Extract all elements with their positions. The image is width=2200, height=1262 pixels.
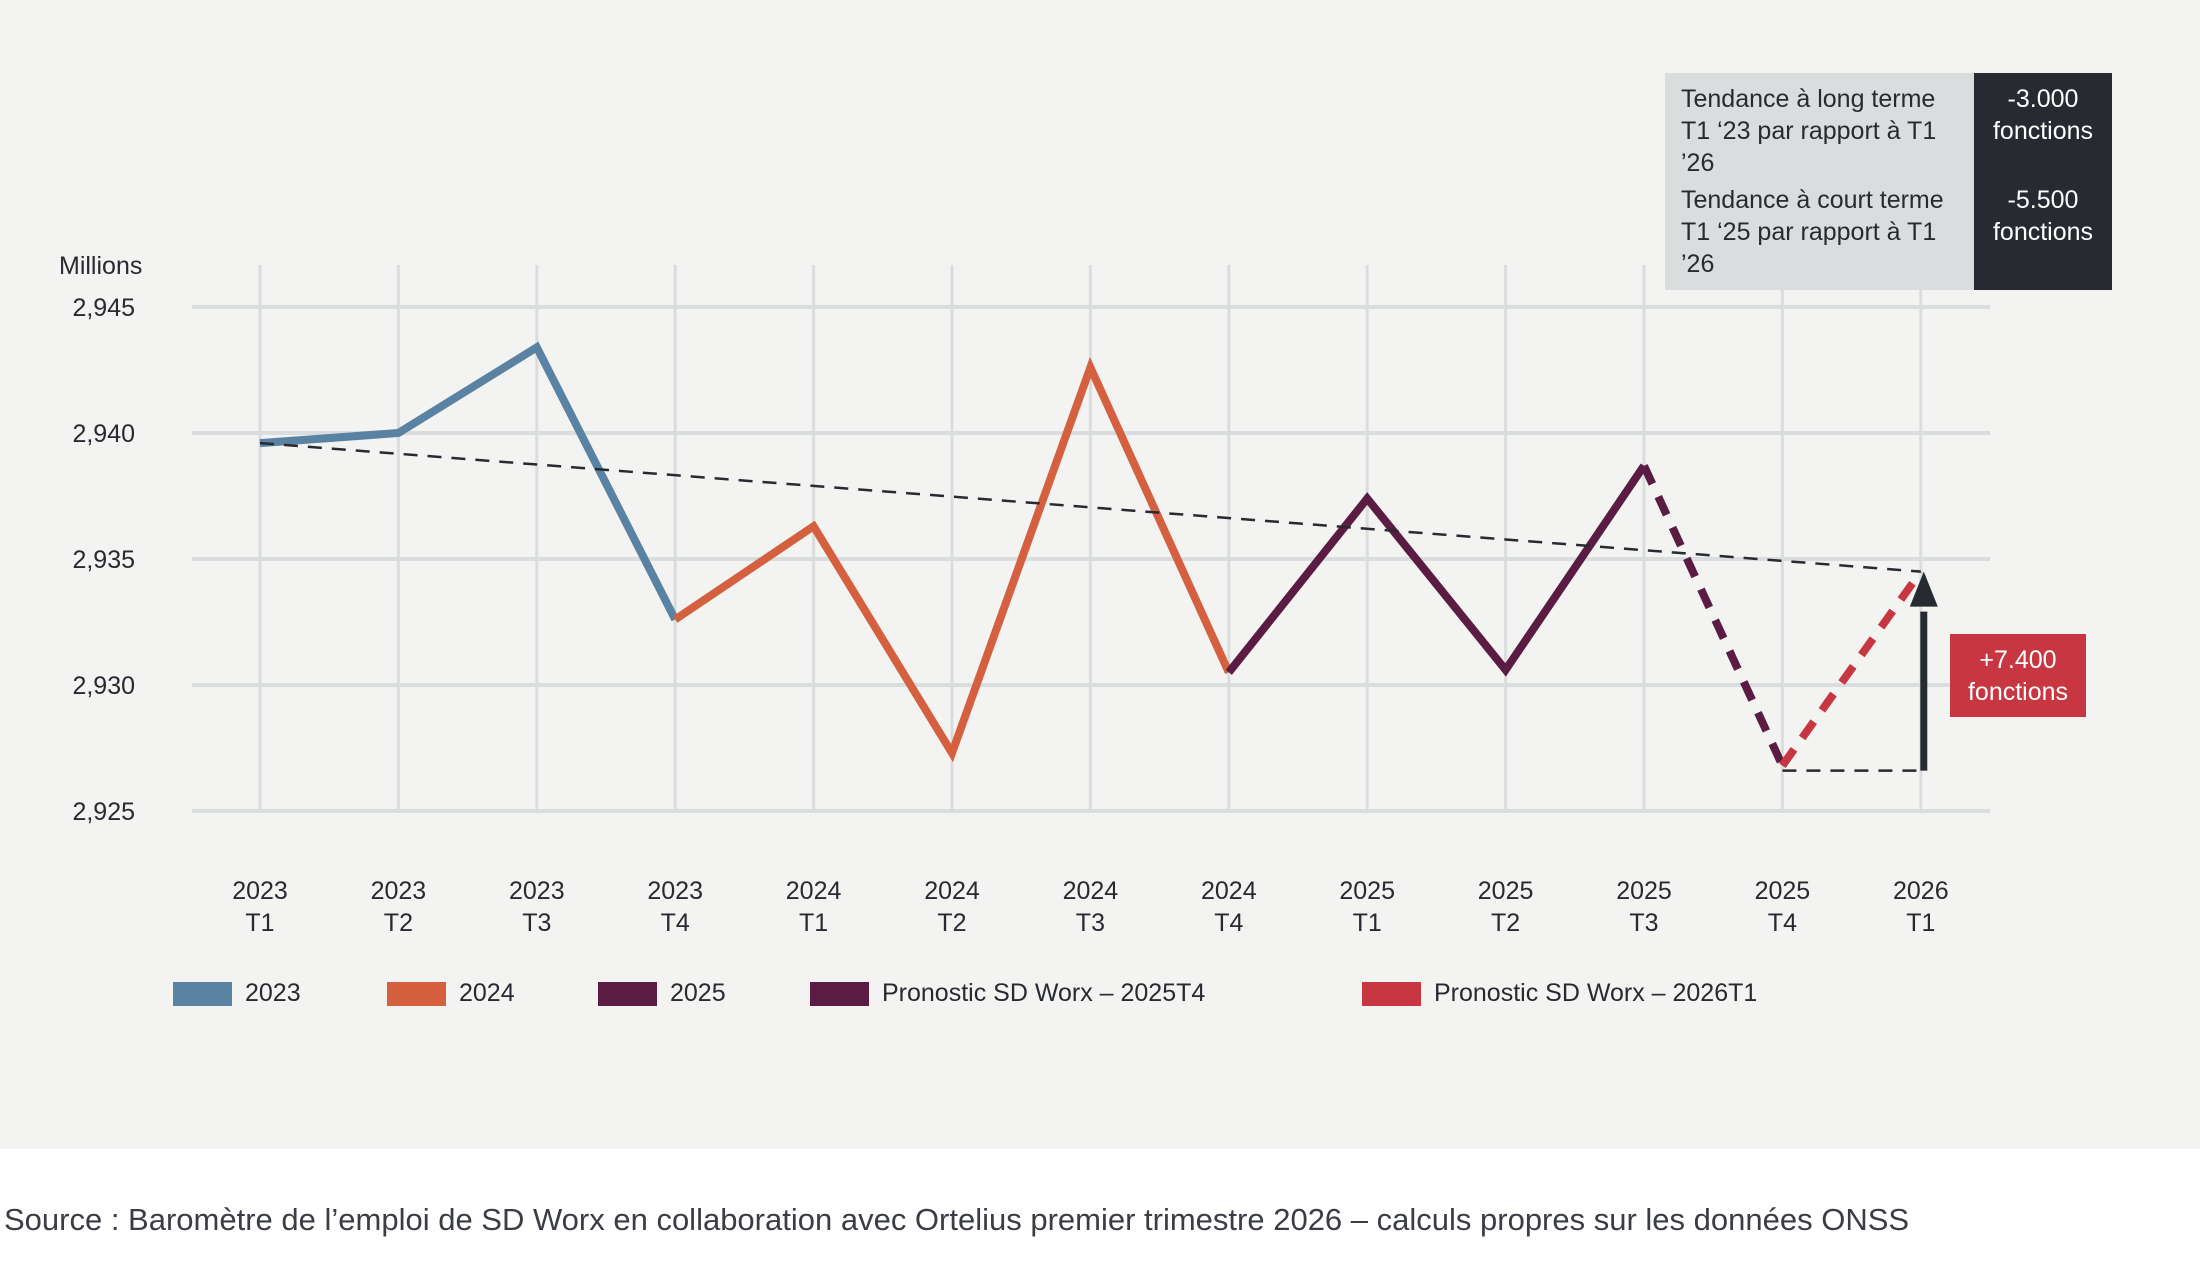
x-tick-label-year: 2024	[786, 877, 842, 905]
legend-label: Pronostic SD Worx – 2025T4	[882, 979, 1206, 1007]
change-annotation-label: +7.400 fonctions	[1950, 634, 2086, 717]
short-term-trend-label: Tendance à court terme T1 ‘25 par rapport…	[1665, 174, 1974, 290]
legend-item: Pronostic SD Worx – 2025T4	[810, 979, 1205, 1008]
series-line-pronostic-sd-worx-2026t1	[1779, 569, 1925, 768]
series-line-2023	[259, 341, 679, 622]
x-tick-label-year: 2023	[232, 877, 288, 905]
trend-label-line2: T1 ‘23 par rapport à T1 ’26	[1681, 117, 1937, 177]
x-tick-label-quarter: T4	[661, 909, 690, 937]
trend-label-line1: Tendance à court terme	[1681, 186, 1944, 214]
legend-label: 2025	[670, 979, 726, 1007]
x-tick-label-year: 2025	[1755, 877, 1811, 905]
line-chart: 2,945 2,940 2,935 2,930 2,925 Millions 2023 T1 2…	[59, 252, 1990, 937]
x-tick-label-quarter: T4	[1214, 909, 1243, 937]
source-note: Source : Baromètre de l’emploi de SD Wor…	[4, 1202, 1910, 1237]
legend-swatch	[598, 981, 657, 1006]
y-tick-label: 2,940	[72, 420, 135, 448]
x-tick-label-quarter: T1	[1906, 909, 1935, 937]
change-value: +7.400	[1979, 646, 2057, 674]
x-tick-label-quarter: T1	[799, 909, 828, 937]
legend-swatch	[810, 981, 869, 1006]
trend-line	[259, 441, 1921, 573]
x-tick-label-year: 2024	[1201, 877, 1257, 905]
x-tick-label-year: 2025	[1339, 877, 1395, 905]
x-tick-label-quarter: T2	[384, 909, 413, 937]
trend-unit: fonctions	[1992, 218, 2094, 246]
short-term-trend-box: Tendance à court terme T1 ‘25 par rapport…	[1665, 174, 2112, 290]
x-tick-label-quarter: T3	[522, 909, 551, 937]
legend-swatch	[1362, 981, 1421, 1006]
trend-value: -5.500	[2007, 186, 2079, 214]
trend-label-line2: T1 ‘25 par rapport à T1 ’26	[1681, 218, 1937, 278]
y-axis-label: Millions	[59, 252, 142, 280]
legend-swatch	[387, 981, 446, 1006]
y-tick-label: 2,925	[72, 798, 135, 826]
x-tick-label-quarter: T1	[1353, 909, 1382, 937]
y-tick-label: 2,945	[72, 294, 135, 322]
change-unit: fonctions	[1967, 678, 2069, 706]
x-tick-label-quarter: T4	[1768, 909, 1797, 937]
legend-item: 2023	[173, 979, 301, 1008]
trend-unit: fonctions	[1992, 117, 2094, 145]
legend-item: 2024	[387, 979, 515, 1008]
x-tick-label-quarter: T1	[245, 909, 274, 937]
x-tick-label-quarter: T2	[937, 909, 966, 937]
x-tick-label-quarter: T2	[1491, 909, 1520, 937]
x-tick-label-year: 2025	[1478, 877, 1534, 905]
series-line-pronostic-sd-worx-2025t4	[1640, 464, 1787, 768]
legend-label: Pronostic SD Worx – 2026T1	[1434, 979, 1758, 1007]
change-arrow-head-icon	[1909, 571, 1938, 607]
x-tick-label-year: 2026	[1893, 877, 1949, 905]
x-tick-label-quarter: T3	[1076, 909, 1105, 937]
trend-value: -3.000	[2007, 85, 2079, 113]
series-line-2024	[672, 356, 1233, 763]
y-tick-label: 2,930	[72, 672, 135, 700]
long-term-trend-box: Tendance à long terme T1 ‘23 par rapport …	[1665, 73, 2112, 189]
legend-item: 2025	[598, 979, 726, 1008]
x-tick-label-year: 2023	[647, 877, 703, 905]
legend-swatch	[173, 981, 232, 1006]
y-tick-label: 2,935	[72, 546, 135, 574]
x-tick-label-quarter: T3	[1629, 909, 1658, 937]
legend-label: 2024	[459, 979, 515, 1007]
x-tick-label-year: 2023	[371, 877, 427, 905]
x-tick-label-year: 2024	[1063, 877, 1119, 905]
series-line-2025	[1225, 463, 1648, 677]
legend-label: 2023	[245, 979, 301, 1007]
x-tick-label-year: 2025	[1616, 877, 1672, 905]
short-term-trend-value: -5.500 fonctions	[1974, 174, 2112, 290]
long-term-trend-label: Tendance à long terme T1 ‘23 par rapport …	[1665, 73, 1974, 189]
legend-item: Pronostic SD Worx – 2026T1	[1362, 979, 1757, 1008]
long-term-trend-value: -3.000 fonctions	[1974, 73, 2112, 189]
x-tick-label-year: 2023	[509, 877, 565, 905]
x-tick-label-year: 2024	[924, 877, 980, 905]
trend-label-line1: Tendance à long terme	[1681, 85, 1936, 113]
